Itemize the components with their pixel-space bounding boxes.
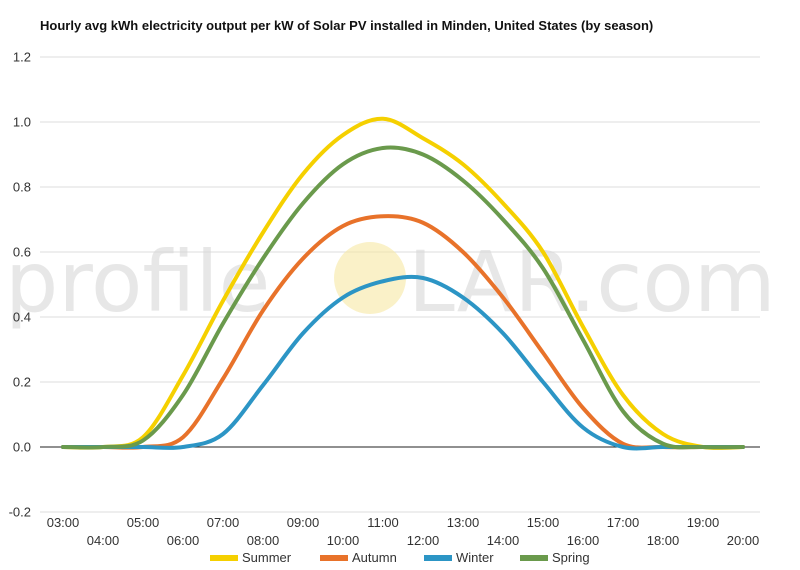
x-tick-label: 18:00	[647, 533, 680, 548]
x-tick-label: 11:00	[367, 515, 399, 530]
x-tick-label: 16:00	[567, 533, 600, 548]
legend-label: Spring	[552, 550, 590, 565]
watermark-text-left: profile	[5, 233, 270, 331]
legend-swatch	[424, 555, 452, 561]
series-line-summer	[61, 116, 745, 450]
y-tick-label: 0.6	[13, 245, 31, 260]
x-tick-label: 12:00	[407, 533, 440, 548]
x-tick-label: 14:00	[487, 533, 520, 548]
x-tick-label: 15:00	[527, 515, 560, 530]
watermark-text-right: LAR.com	[408, 233, 776, 331]
series-line-winter	[61, 274, 745, 451]
legend-item-spring: Spring	[520, 550, 590, 565]
legend-swatch	[320, 555, 348, 561]
chart-title: Hourly avg kWh electricity output per kW…	[40, 18, 654, 33]
x-tick-label: 10:00	[327, 533, 360, 548]
legend-label: Winter	[456, 550, 494, 565]
legend-label: Autumn	[352, 550, 397, 565]
x-tick-label: 13:00	[447, 515, 480, 530]
legend-item-summer: Summer	[210, 550, 292, 565]
x-tick-label: 03:00	[47, 515, 80, 530]
watermark: profile LAR.com	[5, 233, 776, 331]
legend: Summer Autumn Winter Spring	[210, 550, 590, 565]
x-tick-label: 08:00	[247, 533, 280, 548]
watermark-sun-icon	[334, 242, 406, 314]
x-tick-label: 04:00	[87, 533, 120, 548]
legend-swatch	[210, 555, 238, 561]
x-axis-ticks: 03:00 04:00 05:00 06:00 07:00 08:00 09:00 10:00…	[47, 515, 760, 548]
y-tick-label: 0.0	[13, 440, 31, 455]
series-layer	[61, 116, 745, 451]
y-tick-label: 0.8	[13, 180, 31, 195]
x-tick-label: 09:00	[287, 515, 320, 530]
series-line-autumn	[61, 214, 745, 450]
x-tick-label: 17:00	[607, 515, 640, 530]
x-tick-label: 20:00	[727, 533, 760, 548]
x-tick-label: 19:00	[687, 515, 720, 530]
legend-label: Summer	[242, 550, 292, 565]
legend-item-autumn: Autumn	[320, 550, 397, 565]
series-line-spring	[61, 145, 745, 450]
y-tick-label: 0.2	[13, 375, 31, 390]
y-tick-label: 1.2	[13, 50, 31, 65]
y-tick-label: 0.4	[13, 310, 31, 325]
y-axis-ticks: -0.2 0.0 0.2 0.4 0.6 0.8 1.0 1.2	[9, 50, 31, 520]
legend-item-winter: Winter	[424, 550, 494, 565]
x-tick-label: 06:00	[167, 533, 200, 548]
y-tick-label: -0.2	[9, 505, 31, 520]
grid-layer	[40, 56, 760, 513]
x-tick-label: 07:00	[207, 515, 240, 530]
legend-swatch	[520, 555, 548, 561]
y-tick-label: 1.0	[13, 115, 31, 130]
x-tick-label: 05:00	[127, 515, 160, 530]
